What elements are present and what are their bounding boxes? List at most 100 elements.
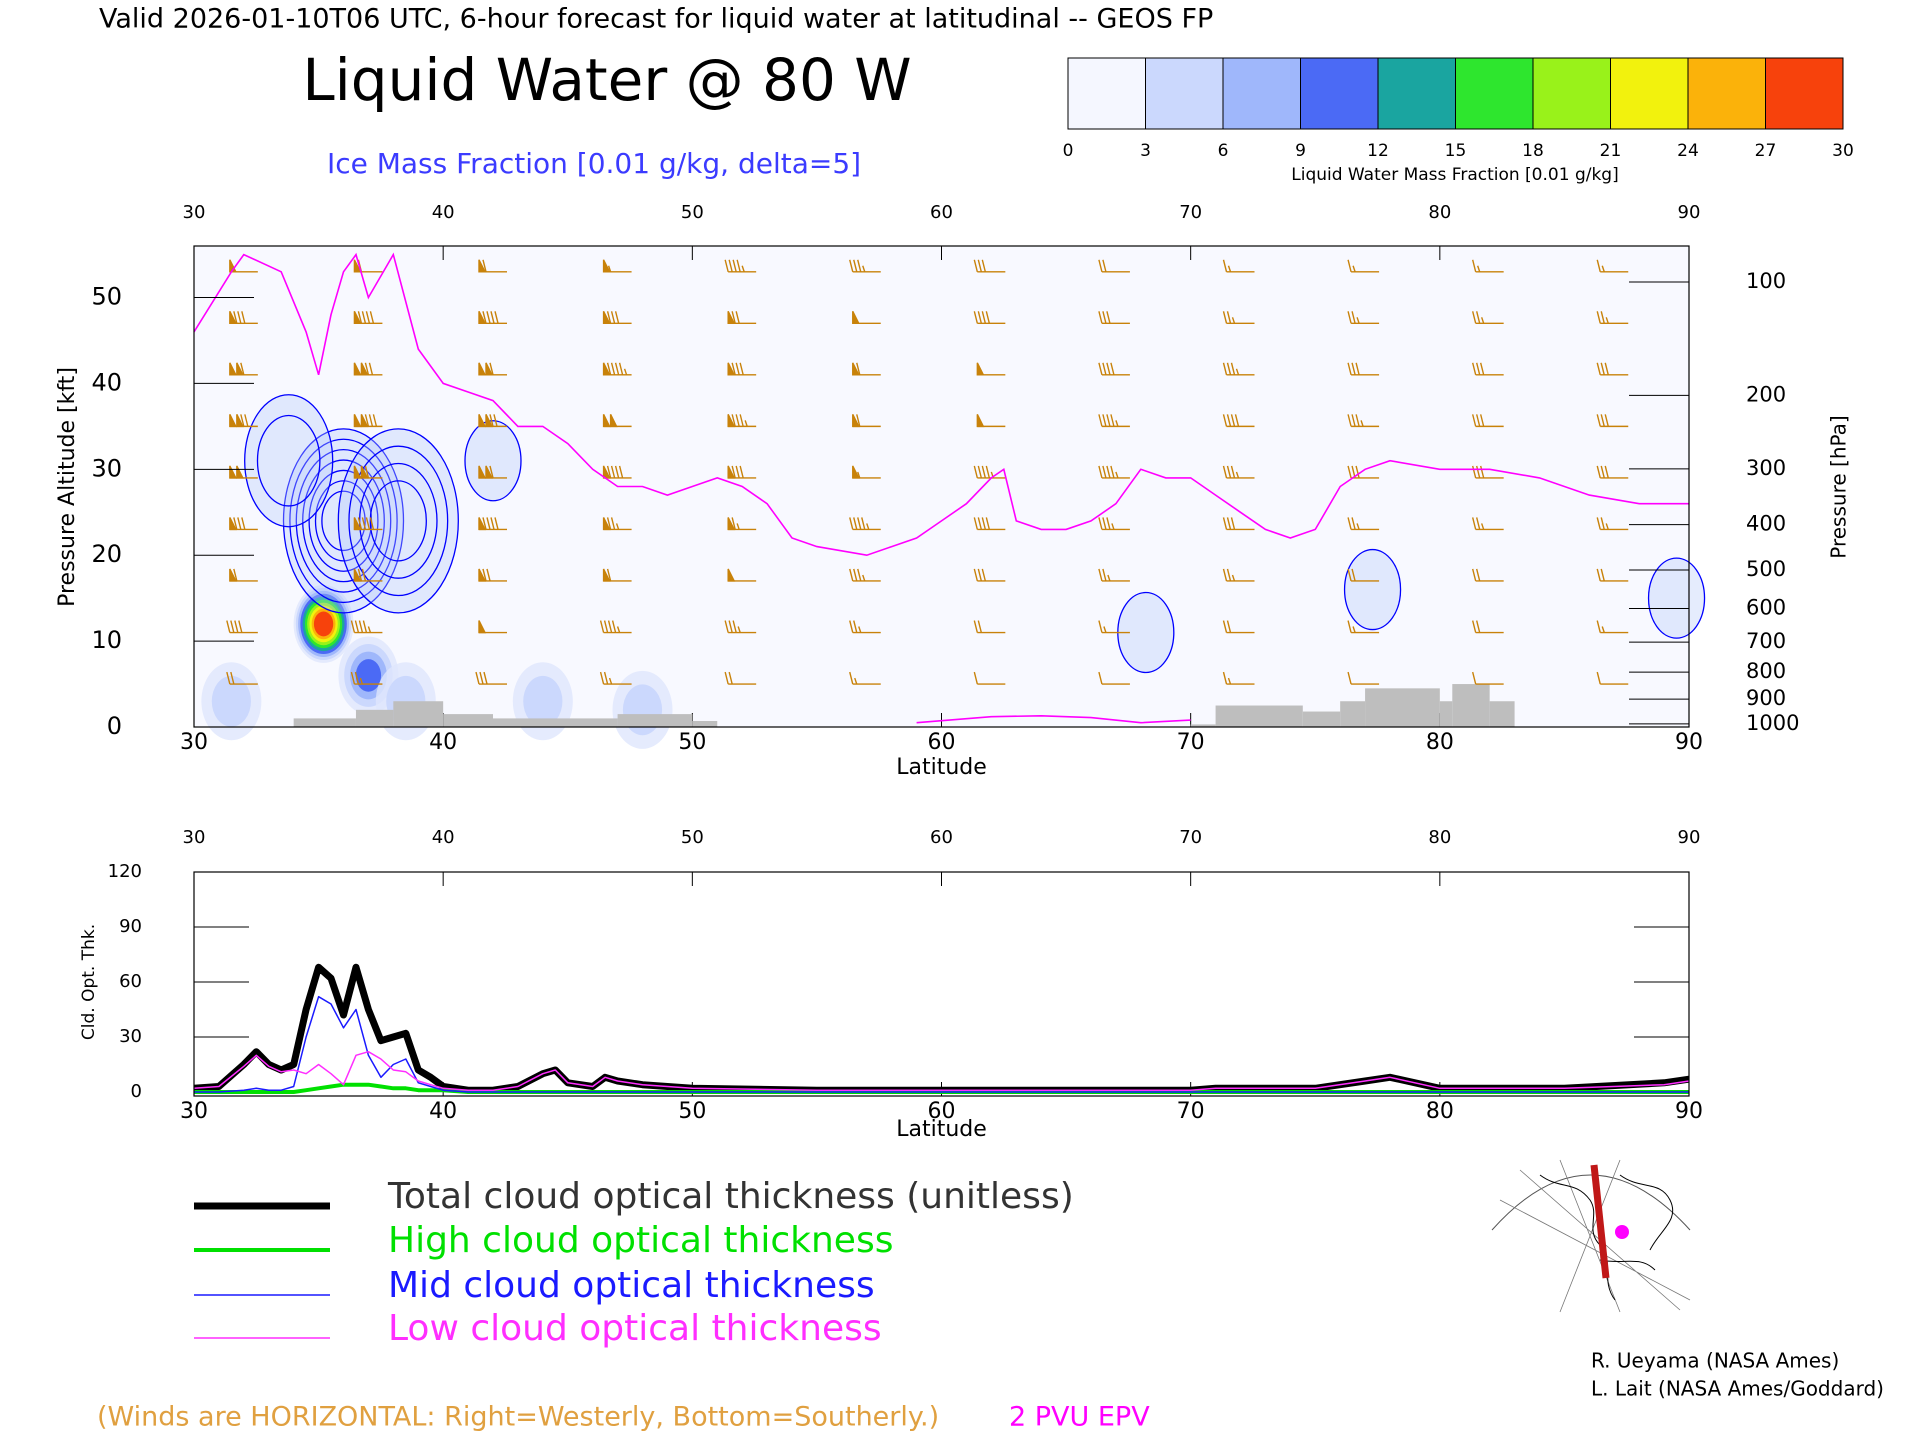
- barb-flag: [353, 259, 362, 273]
- barb-full: [610, 362, 616, 376]
- wind-barb: [1596, 414, 1629, 428]
- y-axis-label: Cld. Opt. Thk.: [79, 924, 99, 1040]
- x-tick-label: 80: [1426, 1099, 1454, 1124]
- wind-barb: [353, 517, 383, 531]
- wind-barb: [973, 671, 1006, 685]
- barb-full: [233, 568, 238, 582]
- colorbar-segment: [1532, 57, 1611, 130]
- wind-barb: [602, 465, 632, 479]
- wind-barb: [1098, 517, 1130, 531]
- barb-full: [618, 362, 624, 376]
- barb-full: [490, 517, 495, 530]
- barb-full: [973, 620, 979, 633]
- barb-flag: [478, 465, 487, 479]
- barb-full: [849, 671, 854, 685]
- barb-full: [368, 362, 374, 376]
- barb-flag: [360, 465, 369, 479]
- barb-flag: [236, 362, 244, 376]
- barb-full: [362, 620, 368, 633]
- barb-full: [482, 259, 487, 272]
- wind-barb: [353, 310, 383, 325]
- series-line: [193, 1050, 1690, 1091]
- barb-flag: [353, 362, 362, 376]
- y-tick-label: 60: [119, 971, 142, 992]
- barb-flag: [478, 620, 487, 634]
- y2-tick-label: 1000: [1746, 711, 1799, 735]
- y2-tick-label: 400: [1746, 512, 1786, 536]
- barb-full: [973, 259, 979, 272]
- x-tick-label: 70: [1177, 730, 1205, 755]
- barb-full: [1102, 362, 1107, 376]
- barb-full: [1222, 517, 1228, 530]
- barb-full: [237, 517, 242, 530]
- barb-full: [361, 311, 367, 324]
- liquid-water-level: [355, 659, 382, 692]
- barb-half: [1356, 317, 1360, 324]
- barb-full: [364, 414, 370, 427]
- wind-barb: [1471, 465, 1504, 479]
- wind-barb: [602, 310, 632, 325]
- barb-full: [1226, 362, 1232, 376]
- winds-note: (Winds are HORIZONTAL: Right=Westerly, B…: [97, 1402, 939, 1433]
- barb-full: [977, 568, 983, 582]
- x-top-tick-label: 40: [432, 202, 455, 223]
- locator-map: [1491, 1159, 1691, 1313]
- barb-full: [1475, 517, 1481, 530]
- x-top-tick-label: 70: [1179, 827, 1202, 848]
- wind-barb: [727, 465, 757, 479]
- barb-full: [1604, 465, 1609, 479]
- barb-full: [1230, 465, 1236, 479]
- barb-flag: [478, 259, 487, 273]
- wind-barb: [1471, 568, 1504, 582]
- barb-full: [1230, 517, 1236, 530]
- barb-full: [1234, 414, 1240, 427]
- barb-full: [1098, 465, 1103, 479]
- barb-full: [1471, 465, 1477, 479]
- barb-full: [365, 311, 371, 324]
- barb-full: [365, 517, 371, 530]
- epv-line: [193, 252, 1689, 724]
- wind-barb: [724, 620, 757, 634]
- barb-full: [981, 517, 987, 530]
- barb-full: [372, 414, 378, 427]
- barb-full: [1347, 414, 1352, 427]
- wind-barb: [1222, 465, 1255, 479]
- barb-flag: [353, 414, 362, 428]
- barb-full: [731, 517, 736, 530]
- barb-half: [1107, 574, 1111, 582]
- colorbar-tick-label: 30: [1832, 141, 1854, 161]
- barb-full: [1098, 259, 1103, 272]
- ice-contour: [256, 414, 321, 507]
- barb-full: [1222, 465, 1228, 479]
- x-tick-label: 60: [928, 730, 956, 755]
- barb-full: [1098, 517, 1103, 530]
- wind-barb: [852, 414, 881, 428]
- wind-barb: [1222, 671, 1255, 685]
- ice-cell: [1343, 548, 1402, 631]
- header: Valid 2026-01-10T06 UTC, 6-hour forecast…: [99, 4, 1213, 35]
- wind-barb: [849, 620, 881, 634]
- credit: R. Ueyama (NASA Ames): [1591, 1349, 1839, 1373]
- barb-full: [1226, 414, 1232, 427]
- barb-half: [1601, 265, 1605, 272]
- barb-full: [1222, 414, 1228, 427]
- barb-full: [1098, 362, 1103, 376]
- legend-label: High cloud optical thickness: [388, 1220, 893, 1261]
- wind-barb: [478, 310, 507, 325]
- y-tick-label: 30: [119, 1026, 142, 1047]
- barb-full: [489, 362, 494, 376]
- terrain-bar: [293, 718, 356, 727]
- barb-full: [244, 414, 249, 427]
- wind-barb: [1222, 259, 1255, 273]
- terrain-bar: [1452, 684, 1490, 727]
- wind-barb: [478, 362, 507, 376]
- barb-full: [731, 311, 736, 324]
- barb-half: [367, 626, 372, 633]
- barb-full: [981, 568, 987, 582]
- barb-full: [603, 671, 609, 685]
- wind-barb: [1098, 568, 1130, 582]
- barb-full: [1102, 311, 1107, 324]
- barb-full: [237, 311, 242, 324]
- wind-barb: [602, 259, 632, 273]
